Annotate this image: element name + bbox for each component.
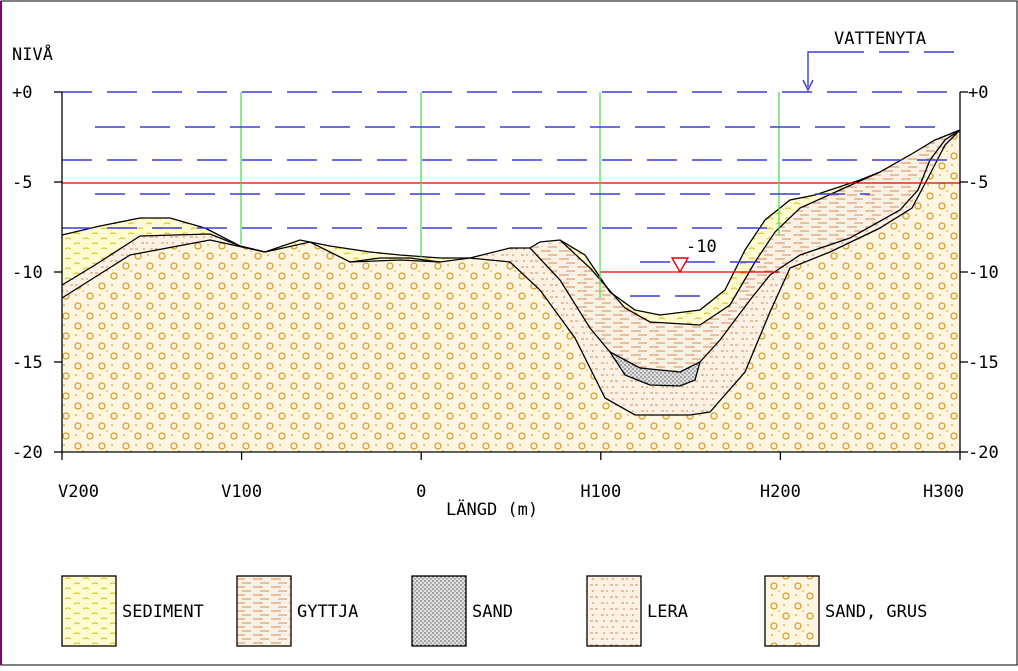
legend-swatch-sediment bbox=[61, 575, 117, 647]
x-tick-marks bbox=[61, 452, 961, 460]
depth-marker-label: -10 bbox=[686, 237, 717, 257]
layer-lera-right bbox=[470, 130, 960, 415]
water-surface-label: VATTENYTA bbox=[834, 29, 926, 49]
legend-label-lera: LERA bbox=[647, 602, 688, 622]
x-tick-label: H300 bbox=[923, 482, 964, 502]
depth-marker-triangle bbox=[670, 257, 690, 274]
y-tick-label-left: -5 bbox=[12, 173, 32, 193]
legend-swatch-sand bbox=[411, 575, 467, 647]
y-tick-label-right: -15 bbox=[968, 353, 999, 373]
layer-sediment-left bbox=[62, 218, 240, 285]
level-lines bbox=[62, 182, 960, 273]
layer-boundaries bbox=[61, 129, 961, 416]
y-tick-label-right: -10 bbox=[968, 263, 999, 283]
x-tick-label: V200 bbox=[58, 482, 99, 502]
y-tick-labels-right: +0 -5 -10 -15 -20 bbox=[968, 83, 999, 463]
boundary-gyttja-top bbox=[559, 171, 881, 326]
depth-marker: -10 bbox=[670, 237, 717, 274]
boundary-sand-bottom bbox=[609, 351, 701, 387]
y-tick-label-left: -15 bbox=[12, 353, 43, 373]
legend-swatch-sandgrus bbox=[764, 575, 820, 647]
legend-label-gyttja: GYTTJA bbox=[297, 602, 358, 622]
x-tick-label: V100 bbox=[221, 482, 262, 502]
legend-label-sediment: SEDIMENT bbox=[122, 602, 204, 622]
y-tick-label-right: +0 bbox=[968, 83, 988, 103]
legend-swatch-lera bbox=[586, 575, 642, 647]
boundary-lera-top-right bbox=[529, 129, 961, 373]
x-tick-label: H100 bbox=[580, 482, 621, 502]
y-tick-label-right: -20 bbox=[968, 443, 999, 463]
y-tick-label-left: -10 bbox=[12, 263, 43, 283]
boundary-seabed bbox=[61, 129, 961, 316]
y-tick-label-left: -20 bbox=[12, 443, 43, 463]
water-lines bbox=[62, 51, 960, 297]
layer-sand-grus bbox=[62, 130, 960, 452]
x-tick-labels: V200 V100 0 H100 H200 H300 bbox=[58, 482, 964, 502]
water-surface-callout: VATTENYTA bbox=[802, 29, 926, 92]
y-tick-labels-left: +0 -5 -10 -15 -20 bbox=[12, 83, 43, 463]
y-tick-marks bbox=[54, 91, 968, 453]
x-axis-label: LÄNGD (m) bbox=[446, 499, 538, 520]
layer-gyttja bbox=[530, 130, 960, 372]
callout-arrowhead bbox=[802, 79, 814, 92]
legend-swatch-gyttja bbox=[236, 575, 292, 647]
legend-label-sand: SAND bbox=[472, 602, 513, 622]
y-axis-label: NIVÅ bbox=[12, 43, 53, 65]
x-tick-label: H200 bbox=[760, 482, 801, 502]
y-tick-label-left: +0 bbox=[12, 83, 32, 103]
x-tick-label: 0 bbox=[416, 482, 426, 502]
legend: SEDIMENT GYTTJA SAND LERA SAND, GRUS bbox=[61, 575, 927, 647]
layer-sediment-right bbox=[540, 172, 880, 325]
legend-label-sandgrus: SAND, GRUS bbox=[825, 602, 927, 622]
boundary-middle-lens bbox=[349, 257, 441, 263]
y-tick-label-right: -5 bbox=[968, 173, 988, 193]
layer-lera-left bbox=[62, 234, 265, 298]
soil-layers bbox=[62, 130, 960, 452]
callout-leader bbox=[807, 51, 834, 87]
